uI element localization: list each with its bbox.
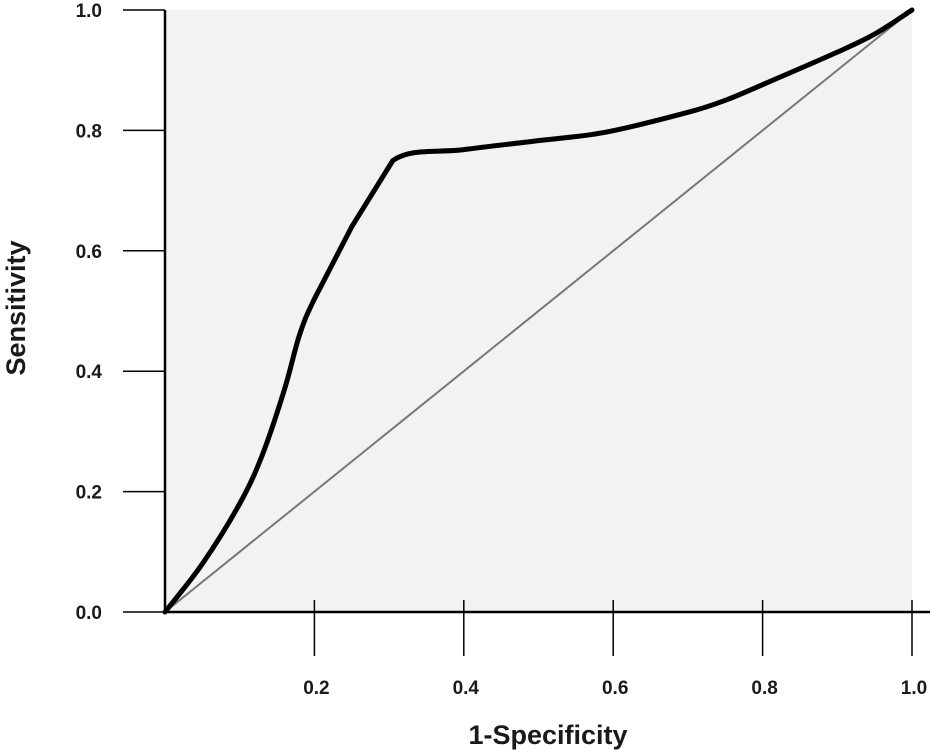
ticks-group: 0.0 0.2 0.4 0.6 0.8 1.0 0.2 0.4 0.6 0.8 1.0 — [76, 1, 928, 699]
x-tick-label: 0.2 — [303, 678, 329, 699]
axes-group — [163, 10, 930, 614]
y-tick-label: 0.4 — [76, 362, 103, 383]
reference-line-group — [164, 9, 913, 613]
x-tick-label: 0.4 — [453, 678, 480, 699]
y-axis-title: Sensitivity — [1, 240, 31, 375]
y-tick-label: 1.0 — [76, 1, 102, 22]
x-tick-label: 0.6 — [602, 678, 628, 699]
x-tick-label: 1.0 — [901, 678, 927, 699]
reference-diagonal-line — [164, 9, 913, 613]
y-tick-label: 0.0 — [76, 603, 102, 624]
x-axis-title: 1-Specificity — [468, 720, 627, 750]
y-tick-label: 0.2 — [76, 483, 102, 504]
x-tick-label: 0.8 — [751, 678, 777, 699]
y-tick-label: 0.6 — [76, 242, 102, 263]
y-tick-label: 0.8 — [76, 121, 102, 142]
roc-curve-line — [162, 7, 915, 615]
roc-curve-group — [162, 7, 915, 615]
